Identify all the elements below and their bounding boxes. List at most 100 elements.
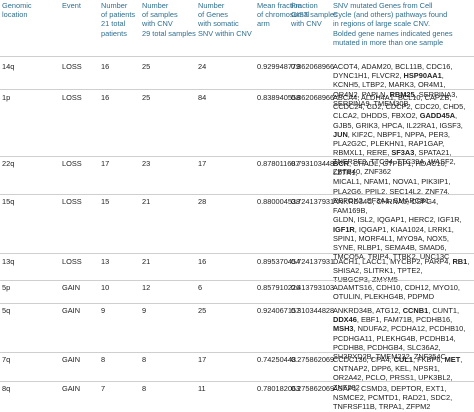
cell-genes: 11 xyxy=(198,384,206,393)
gene-line: SYNE, RLBP1, SEMA4B, SMAD6, xyxy=(333,243,447,253)
row-divider xyxy=(0,156,474,157)
gene-line: CCDC24, CD2, CDCP2, CDC20, CHD5, xyxy=(333,102,466,112)
cell-location: 15q xyxy=(2,197,15,206)
cell-snv-genes: CCDC136, CPA4, CUL1, FKBP6, MET, CNTNAP2,… xyxy=(333,355,471,392)
row-divider xyxy=(0,303,474,304)
gene-line: PCDHB8, PCDHGB4, SLC36A2, xyxy=(333,342,441,352)
cell-patients: 9 xyxy=(101,306,106,315)
cell-fraction-arm: 0.857910226 xyxy=(257,283,301,292)
gene-line: PLA2G6, PPIL2, SEC14L2, ZNF74, xyxy=(333,186,450,196)
cell-fraction-gist: 0.275862069 xyxy=(291,384,335,393)
gene-line: ASAP1, CSMD3, DEPTOR, EXT1, xyxy=(333,384,447,393)
cell-samples: 21 xyxy=(142,197,151,206)
cell-location: 5p xyxy=(2,283,11,292)
gene-line: DACH1, LACC1, MYCBP2, PARP4, RB1, xyxy=(333,257,470,266)
header-genes: Number of Genes with somatic SNV within CNV xyxy=(198,1,252,38)
cell-fraction-arm: 0.929948779 xyxy=(257,62,301,71)
gene-line: TMCO5A, TRIP4, TTBK2, UNC13C xyxy=(333,252,450,262)
row-divider xyxy=(0,56,474,57)
gene-line: PLA2G2C, PLEKHN1, RAP1GAP, xyxy=(333,139,445,149)
cell-fraction-gist: 0.275862069 xyxy=(291,355,335,364)
row-divider xyxy=(0,381,474,382)
header-snv-genes: SNV mutated Genes from Cell Cycle (and ot… xyxy=(333,1,453,47)
gene-line: NSMCE2, PCMTD1, RAD21, SDC2, xyxy=(333,393,453,403)
gene-line: BCR, CHADL, GTPBP1, HDAC10, LZTR1, xyxy=(333,159,447,178)
gene-line: TUBGCP3, ZMYM5 xyxy=(333,275,398,285)
gene-line: MSH3, NDUFA2, PCDHA12, PCDHB10, xyxy=(333,324,466,334)
cell-genes: 16 xyxy=(198,257,207,266)
cell-genes: 17 xyxy=(198,355,207,364)
cell-genes: 17 xyxy=(198,159,207,168)
cell-fraction-arm: 0.880004538 xyxy=(257,197,301,206)
gene-line: SHISA2, SLITRK1, TPTE2, xyxy=(333,266,423,276)
cell-event: LOSS xyxy=(62,62,82,71)
cell-fraction-arm: 0.878011687 xyxy=(257,159,300,168)
gene-line: SERPINA9, TMEM30B xyxy=(333,98,409,108)
cell-samples: 23 xyxy=(142,159,151,168)
cell-samples: 25 xyxy=(142,62,151,71)
gene-line: ABCA4, ALDH4A1, BCL10, CAPZB, xyxy=(333,93,452,102)
cell-snv-genes: ADAMTS16, CDH10, CDH12, MYO10, OTULIN, PL… xyxy=(333,283,471,301)
cell-event: LOSS xyxy=(62,197,82,206)
cell-snv-genes: ABCA4, ALDH4A1, BCL10, CAPZB, CCDC24, CD2… xyxy=(333,93,471,176)
cell-samples: 8 xyxy=(142,384,147,393)
header-event: Event xyxy=(62,1,81,10)
row-divider xyxy=(0,280,474,281)
gene-line: DYNC1H1, FLVCR2, HSP90AA1, xyxy=(333,71,444,81)
cell-event: GAIN xyxy=(62,306,81,315)
cell-samples: 9 xyxy=(142,306,147,315)
cell-location: 22q xyxy=(2,159,15,168)
cell-patients: 13 xyxy=(101,257,110,266)
gene-line: OR2A42, PCLO, PRSS1, UPK3BL2, xyxy=(333,373,453,383)
gene-line: SH3PXD2B, TMEM232, ZNF354C xyxy=(333,352,446,362)
gene-line: OTULIN, PLEKHG4B, PDPMD xyxy=(333,292,435,302)
cell-location: 14q xyxy=(2,62,15,71)
cell-snv-genes: ACOT4, ADAM20, BCL11B, CDC16, DYNC1H1, FL… xyxy=(333,62,471,108)
gene-line: JUN, KIF2C, NBPF1, NPPA, PER3, xyxy=(333,129,450,139)
gene-line: ZNF282 xyxy=(333,382,360,392)
cell-genes: 28 xyxy=(198,197,207,206)
cell-samples: 25 xyxy=(142,93,151,102)
gene-line: GLDN, ISL2, IQGAP1, HERC2, IGF1R, xyxy=(333,215,462,225)
cell-location: 1p xyxy=(2,93,11,102)
cell-snv-genes: BCR, CHADL, GTPBP1, HDAC10, LZTR1, MICAL1… xyxy=(333,159,471,205)
cell-patients: 10 xyxy=(101,283,110,292)
cell-event: LOSS xyxy=(62,159,82,168)
gene-line: GJB5, GRIK3, HPCA, IL22RA1, IGSF3, xyxy=(333,120,463,130)
cell-location: 7q xyxy=(2,355,11,364)
gene-line: ANKRD34C, CHRNA5, CSPG4, FAM169B, xyxy=(333,197,439,216)
row-divider xyxy=(0,89,474,90)
cell-fraction-arm: 0.924067157 xyxy=(257,306,301,315)
row-divider xyxy=(0,253,474,254)
gene-line: DDX46, EBF1, FAM71B, PCDHB16, xyxy=(333,315,453,325)
row-divider xyxy=(0,352,474,353)
header-location: Genomic location xyxy=(2,1,32,20)
cell-fraction-arm: 0.780182063 xyxy=(257,384,301,393)
cell-genes: 6 xyxy=(198,283,203,292)
gene-line: RBMXL1, RERE, SF3A3, SPATA21, xyxy=(333,148,452,158)
cell-genes: 25 xyxy=(198,306,207,315)
cell-patients: 7 xyxy=(101,384,106,393)
cell-fraction-gist: 0.793103448 xyxy=(291,159,335,168)
cell-fraction-gist: 0.862068966 xyxy=(291,62,335,71)
cell-snv-genes: ASAP1, CSMD3, DEPTOR, EXT1, NSMCE2, PCMTD… xyxy=(333,384,471,412)
gene-line: OR4N2, PAPLN, RBM25, SERPINA3, xyxy=(333,89,458,99)
cell-fraction-arm: 0.895370454 xyxy=(257,257,301,266)
gene-line: TNFRSF8, TTC34, TTC39A, WASF2, xyxy=(333,157,456,167)
cell-fraction-gist: 0.310344828 xyxy=(291,306,335,315)
row-divider xyxy=(0,194,474,195)
cell-samples: 21 xyxy=(142,257,151,266)
header-samples: Number of samples with CNV 29 total samples xyxy=(142,1,196,38)
cell-genes: 84 xyxy=(198,93,207,102)
cell-snv-genes: ANKRD34B, ATG12, CCNB1, CUNT1, DDX46, EBF… xyxy=(333,306,471,361)
cell-event: LOSS xyxy=(62,93,82,102)
gene-line: SPIN1, MORF4L1, MYO9A, NOX5, xyxy=(333,233,449,243)
cell-fraction-arm: 0.838940558 xyxy=(257,93,301,102)
cell-event: GAIN xyxy=(62,283,81,292)
gene-line: IGF1R, IQGAP1, KIAA1024, LRRK1, xyxy=(333,224,454,234)
cell-fraction-gist: 0.862068966 xyxy=(291,93,335,102)
gene-line: KCNH5, LTBP2, MARK3, OR4M1, xyxy=(333,80,446,90)
header-fraction-arm: Mean fraction of chromosomal arm xyxy=(257,1,310,29)
gene-line: MICAL1, NFAM1, NOVA1, PIK3IP1, xyxy=(333,177,451,187)
cell-snv-genes: DACH1, LACC1, MYCBP2, PARP4, RB1, SHISA2,… xyxy=(333,257,471,285)
